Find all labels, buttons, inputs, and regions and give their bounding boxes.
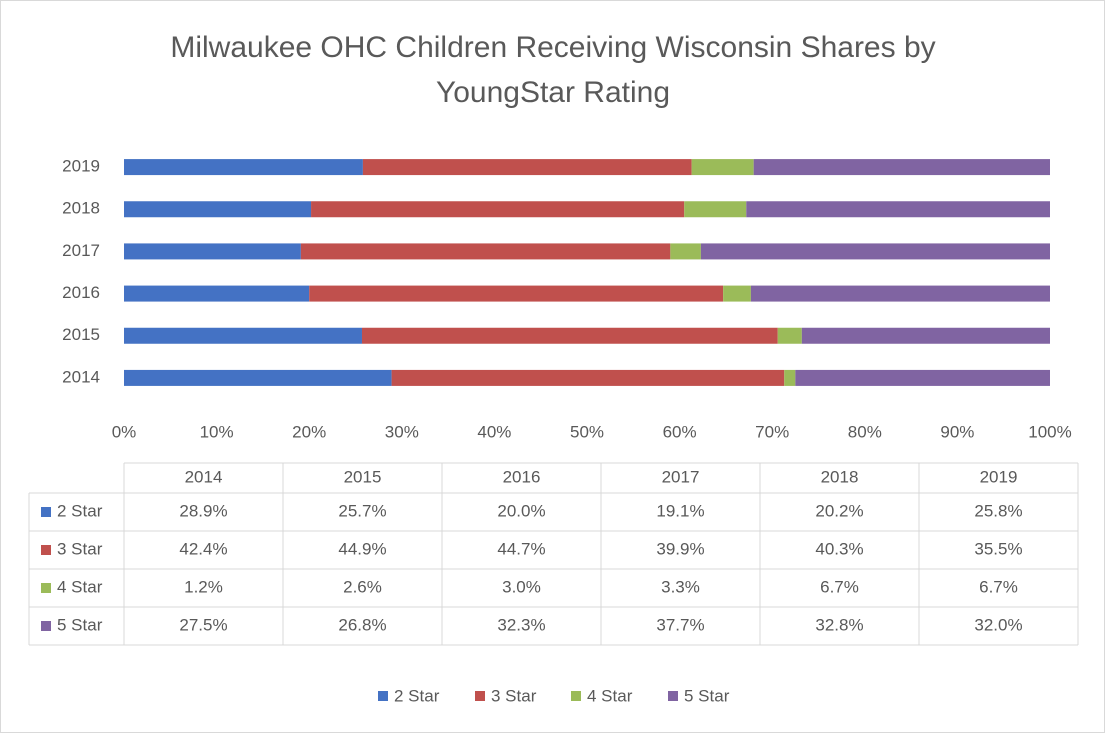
y-tick-label: 2017 (62, 241, 100, 260)
table-cell: 28.9% (179, 501, 227, 520)
table-cell: 37.7% (656, 615, 704, 634)
table-cell: 32.0% (974, 615, 1022, 634)
bar-segment (784, 369, 796, 386)
bar-segment (795, 369, 1050, 386)
x-tick-label: 20% (292, 422, 326, 441)
bar-segment (691, 159, 754, 176)
table-cell: 32.8% (815, 615, 863, 634)
table-cell: 39.9% (656, 539, 704, 558)
bar-segment (670, 243, 701, 260)
chart-title: Milwaukee OHC Children Receiving Wiscons… (170, 31, 936, 109)
bar-segment (684, 201, 747, 218)
legend-key (378, 691, 388, 701)
bar-segment (753, 159, 1050, 176)
table-row-label: 2 Star (57, 501, 103, 520)
legend-key (668, 691, 678, 701)
table-cell: 35.5% (974, 539, 1022, 558)
bar-segment (723, 285, 751, 302)
x-tick-label: 0% (112, 422, 137, 441)
y-tick-label: 2015 (62, 325, 100, 344)
table-legend-key (41, 545, 51, 555)
y-tick-label: 2016 (62, 283, 100, 302)
table-row-label: 3 Star (57, 539, 103, 558)
bar-segment (746, 201, 1050, 218)
y-tick-label: 2018 (62, 199, 100, 218)
table-cell: 25.8% (974, 501, 1022, 520)
table-cell: 6.7% (979, 577, 1018, 596)
table-cell: 20.0% (497, 501, 545, 520)
x-tick-label: 40% (477, 422, 511, 441)
table-header: 2015 (344, 467, 382, 486)
table-cell: 3.3% (661, 577, 700, 596)
table-cell: 44.7% (497, 539, 545, 558)
bar-segment (124, 159, 363, 176)
legend-label: 3 Star (491, 686, 537, 705)
x-tick-label: 70% (755, 422, 789, 441)
table-cell: 6.7% (820, 577, 859, 596)
table-header: 2016 (503, 467, 541, 486)
bar-segment (777, 327, 802, 344)
table-header: 2014 (185, 467, 223, 486)
bar-segment (124, 327, 362, 344)
bar-segment (391, 369, 785, 386)
bar-segment (124, 369, 392, 386)
table-header: 2017 (662, 467, 700, 486)
x-tick-label: 30% (385, 422, 419, 441)
table-cell: 44.9% (338, 539, 386, 558)
legend-key (571, 691, 581, 701)
x-tick-label: 10% (200, 422, 234, 441)
bar-segment (300, 243, 671, 260)
x-tick-label: 50% (570, 422, 604, 441)
bar-segment (362, 159, 692, 176)
table-cell: 25.7% (338, 501, 386, 520)
table-cell: 32.3% (497, 615, 545, 634)
table-legend-key (41, 621, 51, 631)
table-cell: 2.6% (343, 577, 382, 596)
legend-label: 2 Star (394, 686, 440, 705)
table-cell: 26.8% (338, 615, 386, 634)
table-cell: 42.4% (179, 539, 227, 558)
table-cell: 1.2% (184, 577, 223, 596)
table-cell: 20.2% (815, 501, 863, 520)
table-header: 2019 (980, 467, 1018, 486)
legend-label: 5 Star (684, 686, 730, 705)
bar-segment (124, 201, 312, 218)
table-cell: 19.1% (656, 501, 704, 520)
bar-segment (700, 243, 1050, 260)
table-row-label: 4 Star (57, 577, 103, 596)
y-tick-label: 2014 (62, 367, 100, 386)
y-tick-label: 2019 (62, 157, 100, 176)
table-legend-key (41, 583, 51, 593)
legend-key (475, 691, 485, 701)
x-tick-label: 60% (663, 422, 697, 441)
x-tick-label: 100% (1028, 422, 1071, 441)
bar-segment (361, 327, 778, 344)
table-cell: 3.0% (502, 577, 541, 596)
table-header: 2018 (821, 467, 859, 486)
x-tick-label: 80% (848, 422, 882, 441)
bar-segment (309, 285, 724, 302)
table-cell: 27.5% (179, 615, 227, 634)
table-cell: 40.3% (815, 539, 863, 558)
x-tick-label: 90% (940, 422, 974, 441)
table-legend-key (41, 507, 51, 517)
legend-label: 4 Star (587, 686, 633, 705)
bar-segment (124, 285, 310, 302)
bar-segment (801, 327, 1050, 344)
table-row-label: 5 Star (57, 615, 103, 634)
bar-segment (750, 285, 1050, 302)
bar-segment (311, 201, 685, 218)
bar-segment (124, 243, 301, 260)
